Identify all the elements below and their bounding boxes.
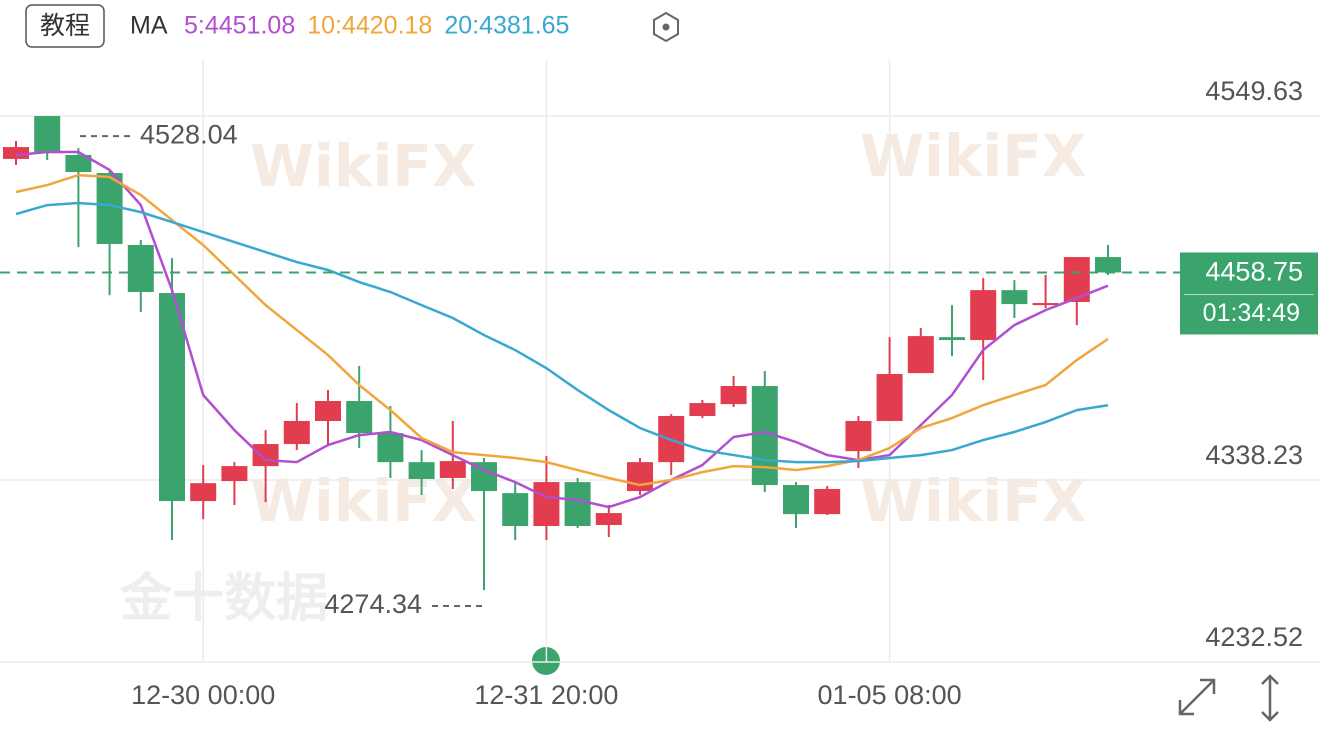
candle-body xyxy=(533,482,560,527)
x-tick-label: 12-30 00:00 xyxy=(131,680,275,710)
candle-body xyxy=(502,493,529,527)
watermark: 金十数据 xyxy=(119,569,328,629)
candle-body xyxy=(439,461,466,478)
candle-body xyxy=(190,483,217,502)
candle-body xyxy=(720,386,747,405)
candle-body xyxy=(595,513,622,525)
candle-body xyxy=(627,462,653,492)
price-tag xyxy=(1180,252,1318,335)
expand-icon[interactable] xyxy=(1178,674,1279,722)
candle-body xyxy=(3,147,29,159)
candle-body xyxy=(377,433,404,463)
candle-body xyxy=(907,336,934,374)
tutorial-label[interactable]: 教程 xyxy=(40,11,90,40)
candle-body xyxy=(876,373,903,421)
tutorial-button[interactable] xyxy=(25,4,105,48)
candle-body xyxy=(408,462,435,480)
ma-line xyxy=(15,150,1109,509)
indicator-label: MA xyxy=(130,12,168,40)
countdown-label: 01:34:49 xyxy=(1203,299,1300,327)
candle-body xyxy=(159,293,185,502)
y-tick-label: 4232.52 xyxy=(1205,622,1303,652)
candle-body xyxy=(970,290,997,341)
legend-entry: 20:4381.65 xyxy=(444,12,569,40)
candle-body xyxy=(346,401,373,434)
candle-body xyxy=(1095,257,1121,273)
candle-body xyxy=(783,485,809,515)
watermark: WikiFX xyxy=(860,467,1087,535)
candle-body xyxy=(221,466,248,482)
low-marker: 4274.34 xyxy=(324,589,422,619)
settings-icon[interactable] xyxy=(653,11,679,43)
candle-body xyxy=(283,420,310,445)
candle-body xyxy=(689,403,716,416)
y-tick-label: 4549.63 xyxy=(1205,76,1303,106)
watermark: WikiFX xyxy=(250,467,477,535)
ma-line xyxy=(15,173,1109,487)
candle-body xyxy=(1001,290,1028,305)
candle-body xyxy=(127,245,154,293)
candle-body xyxy=(564,482,591,527)
candle-body xyxy=(34,116,61,154)
candle-body xyxy=(814,488,841,515)
legend-entry: 10:4420.18 xyxy=(307,12,432,40)
candle-body xyxy=(96,173,123,244)
legend-entry: 5:4451.08 xyxy=(184,12,295,40)
candle-body xyxy=(315,401,341,421)
candle-body xyxy=(252,444,279,467)
ma-line xyxy=(15,201,1109,464)
watermark: WikiFX xyxy=(860,122,1087,190)
candle-body xyxy=(1032,303,1059,306)
candle-body xyxy=(845,420,872,452)
x-tick-label: 01-05 08:00 xyxy=(818,680,962,710)
candle-body xyxy=(65,154,92,173)
last-price-label: 4458.75 xyxy=(1205,257,1303,287)
x-tick-label: 12-31 20:00 xyxy=(474,680,618,710)
high-marker: 4528.04 xyxy=(140,119,238,149)
watermark: WikiFX xyxy=(250,132,477,200)
y-tick-label: 4338.23 xyxy=(1205,440,1303,470)
candle-body xyxy=(939,337,965,341)
